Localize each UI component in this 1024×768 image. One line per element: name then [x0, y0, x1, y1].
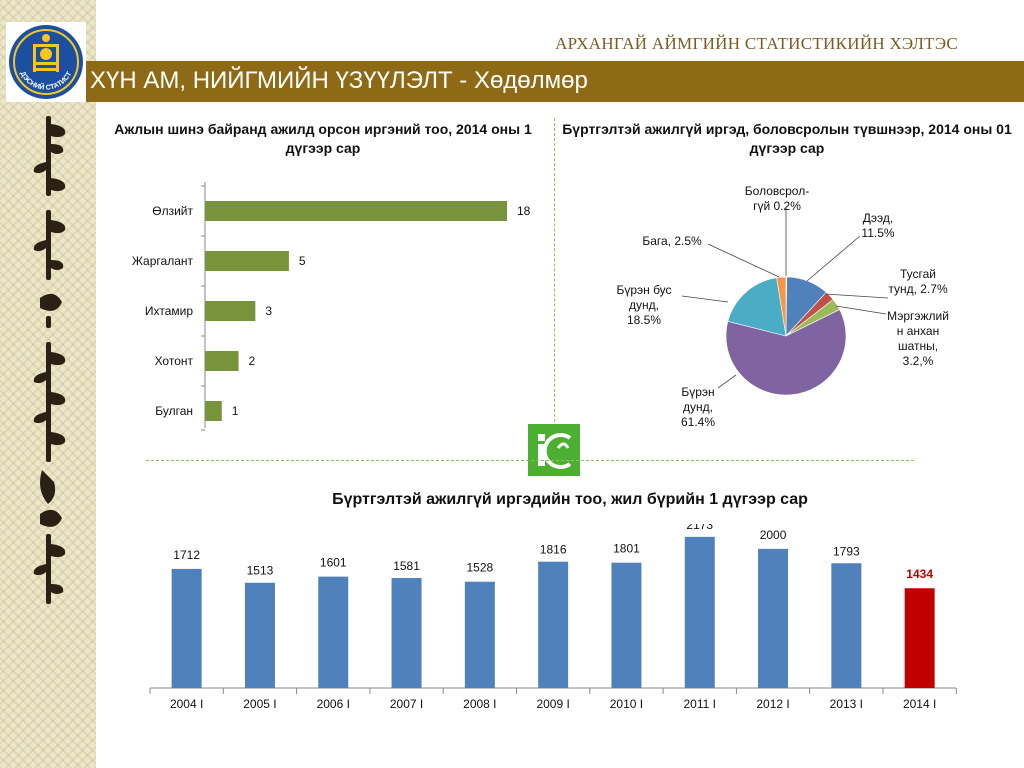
column-category-label: 2008 I: [463, 697, 496, 711]
pie-slice-label: дунд,: [629, 298, 659, 312]
pie-chart: Боловсрол-гүй 0.2% Дээд,11.5% Тусгайтунд, …: [616, 184, 949, 429]
pie-slice-label: н анхан: [897, 324, 939, 338]
pie-slice: [776, 276, 787, 337]
column-bar: [318, 576, 349, 688]
column-category-label: 2013 I: [830, 697, 863, 711]
column-value-label: 1712: [173, 548, 200, 562]
pie-slice: [725, 309, 847, 396]
hbar-bar: [205, 301, 256, 321]
column-value-label: 1581: [393, 559, 420, 573]
column-value-label: 1528: [466, 561, 493, 575]
column-bar: [684, 536, 715, 688]
column-chart-title: Бүртгэлтэй ажилгүй иргэдийн тоо, жил бүр…: [332, 491, 808, 508]
pie-leader-line: [806, 235, 861, 282]
column-bar: [464, 581, 495, 688]
column-bar: [758, 548, 789, 688]
column-value-label: 1513: [247, 564, 274, 578]
hbar-chart-title: Ажлын шинэ байранд ажилд орсон иргэний т…: [114, 121, 532, 156]
pie-slice: [727, 277, 787, 337]
pie-slice-label: Бүрэн бус: [616, 283, 671, 297]
column-category-label: 2009 I: [536, 697, 569, 711]
column-bar: [611, 562, 642, 688]
hbar-value-label: 18: [517, 204, 531, 218]
pie-slice-label: гүй 0.2%: [753, 199, 801, 213]
hbar-category-label: Жаргалант: [132, 254, 194, 268]
horizontal-divider: [146, 460, 914, 461]
column-value-label: 2000: [760, 528, 787, 542]
column-value-label: 1434: [906, 567, 933, 581]
column-category-label: 2007 I: [390, 697, 423, 711]
pie-leader-line: [717, 374, 737, 389]
column-value-label: 1816: [540, 543, 567, 557]
column-bar: [831, 563, 862, 688]
column-value-label: 1801: [613, 542, 640, 556]
pie-leader-line: [835, 305, 887, 315]
pie-slice-label: Тусгай: [900, 267, 936, 281]
column-bar: [171, 568, 202, 688]
column-bar: [904, 588, 935, 688]
hbar-bar: [205, 401, 222, 421]
hbar-value-label: 1: [232, 404, 239, 418]
column-category-label: 2011 I: [684, 697, 716, 711]
column-category-label: 2006 I: [317, 697, 350, 711]
column-bar: [391, 578, 422, 688]
pie-chart-title: Бүртгэлтэй ажилгүй иргэд, боловсролын тү…: [562, 121, 1012, 156]
hbar-value-label: 3: [265, 304, 272, 318]
pie-slice-label: 3.2,%: [903, 354, 934, 368]
hbar-bar: [205, 201, 507, 221]
pie-slice-label: Бүрэн: [681, 385, 714, 399]
pie-slice-label: тунд, 2.7%: [888, 282, 948, 296]
pie-slice-label: шатны,: [898, 339, 938, 353]
column-bar: [244, 582, 275, 688]
column-value-label: 2173: [686, 524, 713, 532]
hbar-category-label: Өлзийт: [152, 204, 193, 218]
soyombo-emblem-icon: ҮНДЭСНИЙ СТАТИСТИК: [3, 17, 83, 99]
hbar-category-label: Ихтамир: [145, 304, 193, 318]
column-value-label: 1793: [833, 544, 860, 558]
pie-slice-label: дунд,: [683, 400, 713, 414]
mongolian-script-decoration: [33, 116, 66, 604]
vertical-divider: [554, 118, 555, 452]
pie-slice-label: Бага, 2.5%: [642, 234, 702, 248]
hbar-value-label: 5: [299, 254, 306, 268]
pie-leader-line: [824, 293, 889, 299]
hbar-value-label: 2: [249, 354, 256, 368]
decorative-side-strip: [0, 0, 96, 768]
column-category-label: 2005 I: [243, 697, 276, 711]
pie-leader-line: [707, 243, 780, 278]
hbar-bar: [205, 251, 289, 271]
hbar-bar: [205, 351, 239, 371]
hbar-category-label: Хотонт: [155, 354, 194, 368]
column-category-label: 2014 I: [903, 697, 936, 711]
column-chart: 1712 2004 I 1513 2005 I 1601 2006 I 1581 2007 I…: [149, 524, 957, 711]
title-bar: ХҮН АМ, НИЙГМИЙН ҮЗҮҮЛЭЛТ - Хөдөлмөр: [86, 61, 1024, 102]
hbar-chart: Өлзийт 18 Жаргалант 5 Ихтамир 3 Хотонт 2 Булган 1: [132, 182, 531, 431]
column-category-label: 2012 I: [756, 697, 789, 711]
pie-slice-label: 18.5%: [627, 313, 661, 327]
pie-slice-label: 11.5%: [861, 226, 894, 240]
organization-name: АРХАНГАЙ АЙМГИЙН СТАТИСТИКИЙН ХЭЛТЭС: [555, 34, 958, 53]
ic-logo-icon: [528, 424, 580, 476]
pie-slice-label: Боловсрол-: [745, 184, 809, 198]
column-category-label: 2010 I: [610, 697, 643, 711]
pie-slice-label: Дээд,: [863, 211, 893, 225]
pie-leader-line: [681, 295, 729, 303]
column-bar: [538, 561, 569, 688]
pie-slice-label: Мэргэжлий: [887, 309, 949, 323]
hbar-category-label: Булган: [155, 404, 193, 418]
pie-slice-label: 61.4%: [681, 415, 715, 429]
column-value-label: 1601: [320, 556, 347, 570]
page-title: ХҮН АМ, НИЙГМИЙН ҮЗҮҮЛЭЛТ - Хөдөлмөр: [90, 67, 588, 94]
national-statistics-logo: ҮНДЭСНИЙ СТАТИСТИК: [3, 17, 86, 102]
column-category-label: 2004 I: [170, 697, 203, 711]
